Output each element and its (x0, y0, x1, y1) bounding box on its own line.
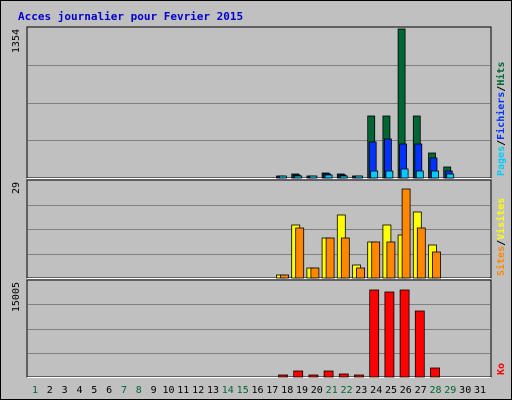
bar-Ko-27 (414, 310, 425, 378)
panel-visits: 29 Sites/Visites (11, 179, 507, 279)
bar-Sites-23 (356, 267, 365, 279)
x-tick-label: 23 (355, 385, 367, 396)
x-tick-label: 15 (237, 385, 249, 396)
bar-Sites-27 (416, 227, 426, 279)
x-tick-label: 14 (222, 385, 234, 396)
y-tick-label: 15005 (11, 282, 22, 312)
bar-Sites-18 (280, 274, 289, 279)
legend-entry: Pages (496, 146, 507, 176)
legend-entry: Visites (495, 198, 507, 240)
x-tick-label: 18 (281, 385, 293, 396)
x-tick-label: 5 (91, 385, 97, 396)
x-tick-label: 17 (266, 385, 278, 396)
bar-Sites-24 (371, 241, 381, 279)
bar-Ko-26 (399, 289, 410, 378)
x-tick-label: 29 (444, 385, 456, 396)
x-tick-label: 28 (429, 385, 441, 396)
x-tick-label: 8 (136, 385, 142, 396)
bar-Sites-22 (340, 237, 350, 279)
legend-kbytes: Ko (496, 363, 507, 375)
panel-kbytes: 15005 Ko (11, 279, 507, 378)
bar-Ko-28 (430, 367, 440, 378)
x-tick-label: 19 (296, 385, 308, 396)
x-tick-label: 27 (415, 385, 427, 396)
bar-Ko-18 (278, 374, 288, 378)
legend-entry: / (496, 86, 507, 92)
x-tick-label: 1 (32, 385, 38, 396)
x-tick-label: 20 (311, 385, 323, 396)
x-tick-label: 12 (192, 385, 204, 396)
bar-Pages-28 (431, 170, 439, 179)
series-Pages (279, 168, 455, 179)
y-tick-label: 29 (11, 182, 22, 194)
bar-Sites-25 (386, 241, 396, 279)
legend-entry: Hits (495, 62, 507, 86)
bar-Ko-24 (369, 289, 380, 378)
series-Sites (280, 188, 441, 279)
x-tick-label: 3 (62, 385, 68, 396)
x-axis-labels: 1 2 3 4 5 6 7 8 9 10 11 12 13 14 15 16 17 18 19 20 21 22 23 24 2… (32, 385, 486, 396)
legend-entry: Ko (496, 363, 507, 375)
x-tick-label: 7 (121, 385, 127, 396)
chart-title: Acces journalier pour Fevrier 2015 (18, 10, 243, 23)
series-Ko (278, 289, 440, 378)
bar-Ko-21 (323, 370, 334, 378)
chart-panels: 1354Pages/Fichiers/Hits29Sites/Visites15… (11, 26, 507, 378)
bar-Ko-23 (354, 374, 364, 378)
bar-Sites-20 (310, 267, 320, 279)
y-tick-label: 1354 (11, 29, 22, 53)
legend-entry: Fichiers (495, 92, 507, 140)
x-tick-label: 11 (177, 385, 189, 396)
legend-entry: / (496, 140, 507, 146)
legend-visits: Sites/Visites (495, 198, 507, 276)
bar-Sites-28 (432, 251, 441, 279)
bar-Sites-26 (401, 188, 411, 279)
x-tick-label: 2 (47, 385, 53, 396)
bar-Pages-18 (279, 175, 287, 179)
bar-Pages-27 (415, 170, 424, 179)
bar-Pages-21 (324, 174, 333, 179)
bar-Pages-19 (294, 175, 303, 179)
bar-Ko-20 (308, 374, 319, 378)
x-tick-label: 22 (340, 385, 352, 396)
x-tick-label: 4 (76, 385, 82, 396)
legend-entry: Sites (495, 246, 507, 276)
bar-Sites-19 (295, 227, 305, 279)
bar-Pages-25 (385, 170, 394, 179)
x-tick-label: 21 (326, 385, 338, 396)
x-tick-label: 16 (251, 385, 263, 396)
bar-Pages-29 (446, 173, 455, 179)
bar-Pages-26 (400, 168, 409, 179)
x-tick-label: 13 (207, 385, 219, 396)
x-tick-label: 31 (474, 385, 486, 396)
x-tick-label: 6 (106, 385, 112, 396)
bar-Ko-19 (293, 370, 304, 378)
x-tick-label: 25 (385, 385, 397, 396)
bar-Pages-20 (309, 175, 318, 179)
bar-Pages-22 (339, 175, 348, 179)
legend-entry: / (496, 240, 507, 246)
bar-Pages-23 (355, 175, 363, 179)
bar-Ko-22 (338, 373, 349, 378)
bar-Ko-25 (384, 291, 395, 378)
bar-Pages-24 (370, 170, 379, 179)
legend-traffic: Pages/Fichiers/Hits (495, 62, 507, 176)
bar-Sites-21 (325, 237, 335, 279)
x-tick-label: 10 (162, 385, 174, 396)
panel-frame (26, 279, 492, 378)
x-tick-label: 26 (400, 385, 412, 396)
x-tick-label: 24 (370, 385, 382, 396)
x-tick-label: 9 (151, 385, 157, 396)
x-tick-label: 30 (459, 385, 471, 396)
